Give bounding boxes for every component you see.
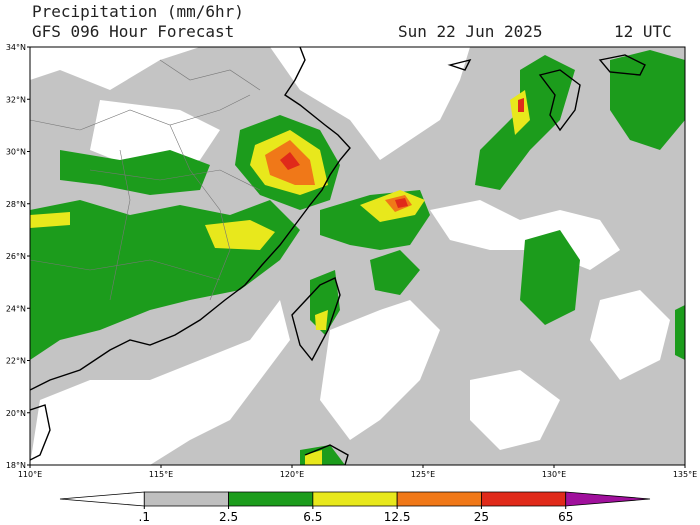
lat-tick-label: 32°N — [6, 95, 26, 104]
lat-tick-label: 24°N — [6, 304, 26, 313]
subtitle: GFS 096 Hour Forecast — [32, 22, 234, 41]
lon-tick-label: 135°E — [673, 470, 697, 479]
colorbar-segment — [143, 491, 229, 507]
map — [30, 47, 685, 465]
colorbar-segment — [565, 491, 651, 507]
title: Precipitation (mm/6hr) — [32, 2, 244, 21]
lon-tick-label: 130°E — [542, 470, 566, 479]
lat-tick-label: 26°N — [6, 252, 26, 261]
colorbar-label: .1 — [139, 510, 150, 524]
colorbar-segment — [228, 491, 314, 507]
colorbar-label: 6.5 — [303, 510, 322, 524]
colorbar-segment — [312, 491, 398, 507]
colorbar-label: 65 — [558, 510, 573, 524]
colorbar-segment — [396, 491, 482, 507]
lat-tick-label: 22°N — [6, 357, 26, 366]
time: 12 UTC — [614, 22, 672, 41]
lon-tick-label: 115°E — [149, 470, 173, 479]
date: Sun 22 Jun 2025 — [398, 22, 543, 41]
colorbar-segment — [481, 491, 567, 507]
colorbar-label: 25 — [474, 510, 489, 524]
colorbar-segment — [59, 491, 145, 507]
coastline — [30, 47, 646, 465]
colorbar-label: 2.5 — [219, 510, 238, 524]
colorbar-label: 12.5 — [384, 510, 411, 524]
lon-tick-label: 120°E — [280, 470, 304, 479]
no-precip — [30, 47, 670, 465]
lat-tick-label: 18°N — [6, 461, 26, 470]
lat-tick-label: 30°N — [6, 148, 26, 157]
lat-tick-label: 20°N — [6, 409, 26, 418]
borders — [30, 59, 261, 301]
lat-tick-label: 28°N — [6, 200, 26, 209]
precip-extreme — [280, 98, 524, 208]
lat-tick-label: 34°N — [6, 43, 26, 52]
lon-tick-label: 125°E — [411, 470, 435, 479]
lon-tick-label: 110°E — [18, 470, 42, 479]
